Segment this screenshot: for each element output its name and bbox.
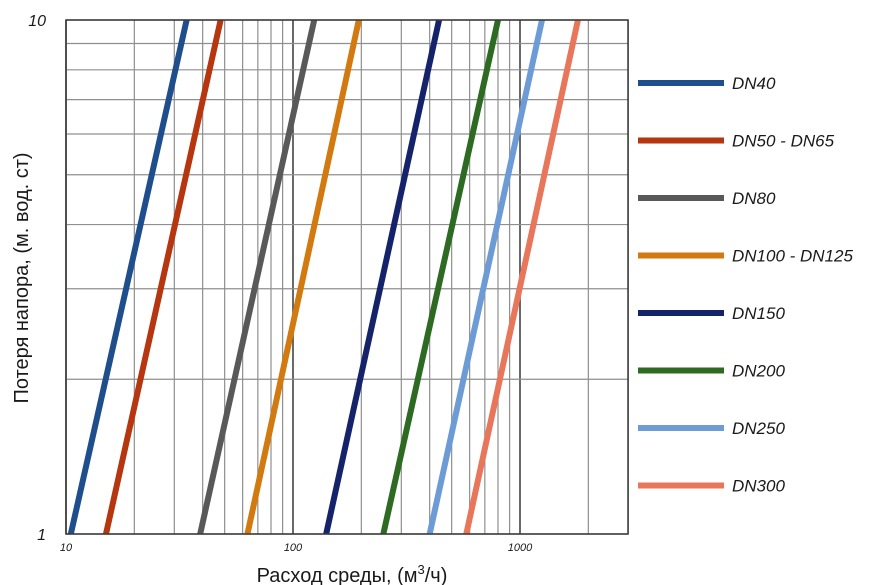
legend-label-dn150: DN150 [732, 304, 785, 323]
x-axis-title: Расход среды, (м3/ч) [257, 562, 448, 585]
y-tick-label: 10 [28, 13, 46, 30]
series-line-dn50-dn65 [103, 19, 224, 535]
legend-label-dn80: DN80 [732, 189, 776, 208]
y-tick-label: 1 [37, 527, 46, 544]
tick-labels: 10 100 1000 1 10 [28, 13, 533, 554]
plot-series [67, 19, 581, 535]
legend-label-dn100-dn125: DN100 - DN125 [732, 247, 853, 266]
x-axis-title-tail: /ч) [425, 565, 448, 585]
series-line-dn40 [67, 19, 190, 535]
y-axis-title: Потеря напора, (м. вод. ст) [11, 152, 33, 403]
legend-label-dn300: DN300 [732, 477, 785, 496]
x-tick-label: 1000 [508, 542, 533, 554]
x-axis-title-superscript: 3 [417, 562, 424, 577]
legend-label-dn200: DN200 [732, 362, 785, 381]
plot-frame [65, 19, 629, 535]
legend: DN40 DN50 - DN65 DN80 DN100 - DN125 DN150 DN2… [638, 74, 853, 496]
plot-grid [65, 19, 629, 535]
x-tick-label: 10 [60, 542, 73, 554]
series-line-dn250 [426, 19, 545, 535]
series-line-dn300 [463, 19, 581, 535]
series-line-dn150 [323, 19, 442, 535]
legend-label-dn40: DN40 [732, 74, 776, 93]
legend-label-dn50-dn65: DN50 - DN65 [732, 132, 835, 151]
series-line-dn100-dn125 [244, 19, 362, 535]
series-line-dn80 [197, 19, 318, 535]
series-line-dn200 [380, 19, 501, 535]
legend-label-dn250: DN250 [732, 419, 785, 438]
x-tick-label: 100 [284, 542, 303, 554]
